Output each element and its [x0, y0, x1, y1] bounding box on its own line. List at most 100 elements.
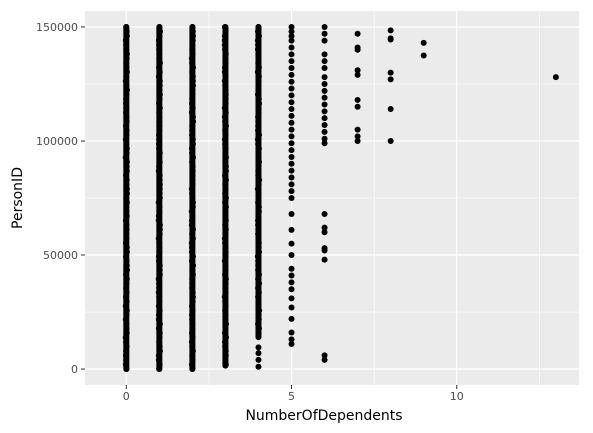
data-point: [223, 334, 230, 341]
data-point: [256, 176, 263, 183]
data-point: [254, 185, 261, 192]
data-point: [156, 41, 163, 48]
data-point: [189, 91, 196, 98]
data-point: [156, 266, 163, 273]
data-point: [222, 154, 229, 161]
data-point: [156, 82, 163, 89]
data-point: [123, 194, 130, 201]
data-point: [288, 174, 295, 181]
data-point: [255, 257, 262, 264]
data-point: [189, 41, 196, 48]
data-point: [222, 73, 229, 80]
data-point: [123, 131, 130, 138]
data-point: [288, 23, 295, 30]
data-point: [255, 344, 262, 351]
data-point: [189, 32, 196, 39]
data-point: [288, 99, 295, 106]
data-point: [123, 109, 130, 116]
data-point: [255, 275, 262, 282]
data-point: [188, 239, 195, 246]
data-point: [288, 58, 295, 65]
data-point: [321, 356, 328, 363]
data-point: [221, 293, 228, 300]
data-point: [288, 336, 295, 343]
x-tick-label: 0: [123, 390, 130, 403]
data-point: [255, 230, 262, 237]
data-point: [156, 55, 163, 62]
data-point: [288, 240, 295, 247]
data-point: [189, 356, 196, 363]
data-point: [255, 86, 262, 93]
data-point: [123, 199, 130, 206]
data-point: [123, 338, 130, 345]
data-point: [288, 71, 295, 78]
data-point: [123, 82, 130, 89]
data-point: [222, 194, 229, 201]
data-point: [288, 28, 295, 35]
data-point: [189, 82, 196, 89]
data-point: [222, 46, 229, 53]
data-point: [288, 265, 295, 272]
data-point: [156, 172, 163, 179]
data-point: [255, 149, 262, 156]
minor-gridlines: [85, 11, 579, 385]
data-point: [189, 199, 196, 206]
data-point: [156, 284, 163, 291]
data-point: [254, 136, 261, 143]
data-point: [156, 91, 163, 98]
data-point: [188, 145, 195, 152]
data-point: [188, 221, 195, 228]
data-point: [255, 77, 262, 84]
data-point: [221, 37, 228, 44]
data-point: [222, 185, 229, 192]
data-point: [156, 248, 163, 255]
data-point: [123, 163, 130, 170]
data-point: [156, 320, 163, 327]
data-point: [222, 131, 229, 138]
data-point: [255, 122, 262, 129]
data-point: [254, 253, 261, 260]
data-point: [122, 302, 129, 309]
data-point: [122, 352, 129, 359]
data-point: [255, 316, 262, 323]
data-point: [222, 347, 229, 354]
data-point: [155, 316, 162, 323]
data-point: [288, 188, 295, 195]
data-point: [255, 329, 262, 336]
data-point: [255, 64, 262, 71]
data-point: [222, 100, 229, 107]
data-point: [189, 194, 196, 201]
data-point: [222, 59, 229, 66]
data-point: [222, 316, 229, 323]
data-point: [288, 167, 295, 174]
data-point: [190, 154, 197, 161]
data-point: [321, 80, 328, 87]
data-point: [156, 104, 163, 111]
data-point: [255, 181, 262, 188]
data-point: [122, 334, 129, 341]
y-tick-label: 0: [71, 363, 78, 376]
data-point: [254, 46, 261, 53]
data-point: [255, 235, 262, 242]
data-point: [189, 284, 196, 291]
data-point: [254, 68, 261, 75]
data-point: [156, 145, 163, 152]
data-point: [189, 136, 196, 143]
y-tick-label: 100000: [36, 135, 78, 148]
data-point: [155, 140, 162, 147]
data-point: [156, 361, 163, 368]
data-point: [123, 329, 130, 336]
data-point: [123, 275, 130, 282]
data-point: [123, 271, 130, 278]
data-point: [189, 365, 196, 372]
data-point: [255, 284, 262, 291]
data-point: [222, 343, 229, 350]
data-point: [156, 77, 163, 84]
data-point: [156, 136, 163, 143]
data-point: [189, 347, 196, 354]
data-point: [255, 23, 262, 30]
data-point: [189, 181, 196, 188]
x-tick-label: 10: [450, 390, 464, 403]
data-point: [156, 59, 163, 66]
